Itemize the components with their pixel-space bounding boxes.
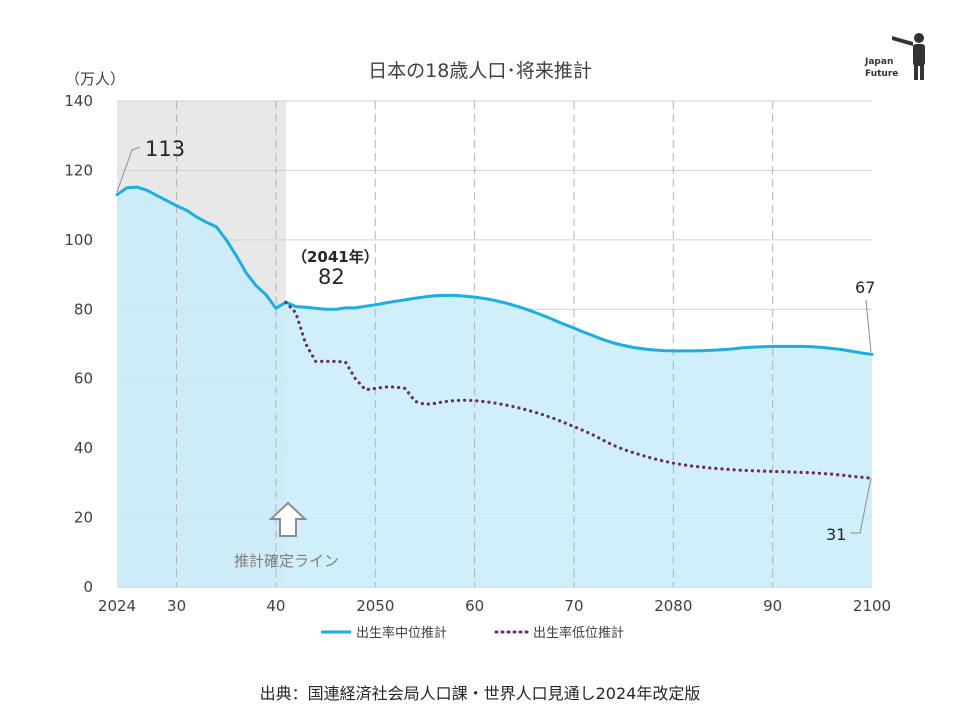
start-leader-line [116,146,141,193]
logo-line1: Japan [864,57,893,67]
area-fill-mid [117,187,872,587]
end-low-value-label: 31 [826,525,846,544]
confirmed-line-label: 推計確定ライン [234,552,339,570]
x-tick-label: 90 [763,597,782,615]
y-tick-label: 120 [64,161,93,179]
x-tick-label: 2024 [98,597,136,615]
x-tick-label: 2050 [356,597,394,615]
x-tick-label: 70 [564,597,583,615]
logo: Japan Future [864,33,925,80]
mid-value-label: 82 [318,265,345,289]
y-tick-label: 80 [74,300,93,318]
end-mid-value-label: 67 [855,278,875,297]
logo-line2: Future [865,69,898,79]
y-tick-label: 100 [64,231,93,249]
confirm-arrow-icon [268,501,308,537]
person-with-telescope-icon [892,33,925,80]
y-tick-label: 0 [83,578,93,596]
legend-label-low: 出生率低位推計 [533,625,624,641]
y-unit-label: （万人） [65,70,125,88]
y-tick-label: 140 [64,92,93,110]
x-tick-label: 2100 [853,597,891,615]
x-tick-label: 40 [266,597,285,615]
y-tick-label: 40 [74,439,93,457]
legend-label-mid: 出生率中位推計 [356,625,447,641]
end-low-leader-line [850,477,872,534]
series-line-mid [115,185,874,356]
x-tick-label: 2080 [654,597,692,615]
x-tick-label: 30 [167,597,186,615]
end-mid-leader-line [865,299,872,353]
x-tick-label: 60 [465,597,484,615]
y-tick-label: 20 [74,509,93,527]
chart-title: 日本の18歳人口･将来推計 [368,60,592,82]
plot-area: 0 20 40 60 80 100 120 140 2024 30 40 2050 60 70 2080 90… [64,92,891,615]
source-text: 出典：国連経済社会局人口課・世界人口見通し2024年改定版 [260,684,701,703]
mid-year-label: （2041年） [292,248,379,266]
y-tick-label: 60 [74,370,93,388]
legend: 出生率中位推計 出生率低位推計 [321,625,624,641]
start-value-label: 113 [145,137,185,161]
